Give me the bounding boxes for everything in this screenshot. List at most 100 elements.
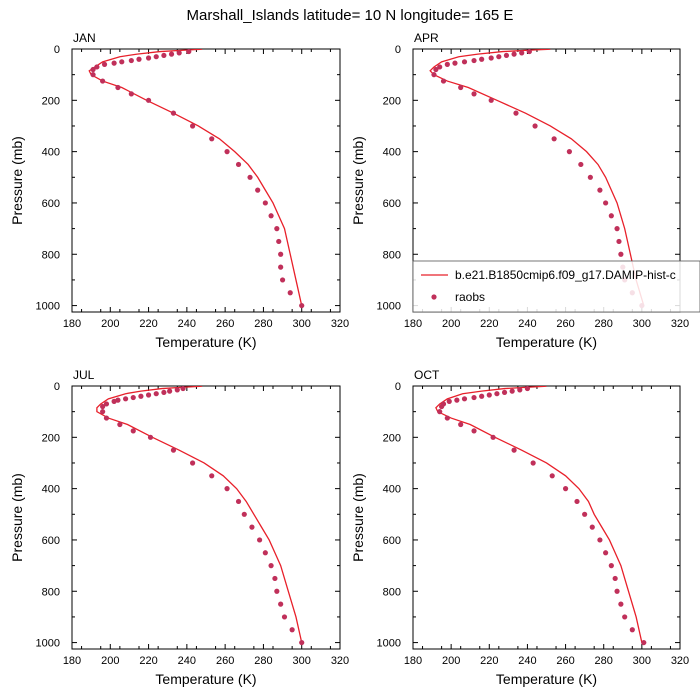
raobs-point [458,84,464,91]
raobs-point [115,84,121,91]
raobs-point [612,575,618,582]
x-tick-label: 320 [671,318,689,330]
x-tick-label: 180 [404,318,422,330]
plot-frame [71,385,341,650]
raobs-point [272,575,278,582]
model-profile-line [96,386,303,643]
y-tick-label: 0 [395,381,401,393]
panel-label: JAN [73,31,96,45]
raobs-point [170,110,177,116]
x-tick-label: 240 [178,655,196,667]
raobs-point [161,52,167,59]
raobs-point [524,386,531,392]
raobs-point [111,398,117,404]
raobs-point [509,388,515,394]
raobs-point [257,537,263,543]
legend-label: raobs [455,290,485,304]
raobs-point [278,601,284,607]
raobs-point [578,161,584,168]
raobs-point [496,54,502,60]
raobs-point [574,498,580,505]
raobs-point [111,60,117,66]
x-tick-label: 260 [216,318,234,330]
x-axis-title: Temperature (K) [496,334,597,350]
x-axis-title: Temperature (K) [496,671,597,687]
panels: 180 200 220 240 260 280 300 320 0 200 400 600 800 100… [9,31,700,687]
raobs-point [603,200,609,206]
raobs-point [274,588,280,594]
y-tick-label: 800 [383,249,401,261]
raobs-point [494,391,500,397]
raobs-point [241,511,247,517]
x-tick-label: 200 [101,655,119,667]
x-tick-label: 240 [518,318,536,330]
raobs-point [589,524,595,530]
raobs-point [235,161,242,168]
y-tick-label: 800 [42,249,60,261]
raobs-point [103,415,110,421]
legend-label: b.e21.B1850cmip6.f09_g17.DAMIP-hist-c [455,268,676,282]
y-tick-label: 200 [42,95,60,107]
y-tick-label: 200 [42,432,60,444]
raobs-point [519,50,525,56]
raobs-point [488,97,494,103]
y-tick-label: 800 [383,586,401,598]
x-tick-label: 300 [633,655,651,667]
raobs-point [532,123,538,129]
model-profile-line [435,386,643,643]
x-tick-label: 300 [293,318,311,330]
raobs-point [262,200,268,206]
raobs-point [101,61,108,67]
raobs-point [262,550,268,556]
raobs-point [431,72,437,78]
raobs-point [299,639,305,646]
raobs-point [176,50,182,56]
raobs-point [503,52,510,59]
raobs-point [224,149,230,155]
raobs-point [618,601,624,607]
panel-label: OCT [414,368,440,382]
raobs-point [608,213,614,219]
raobs-point [278,264,284,270]
raobs-point [235,498,242,505]
x-axis-title: Temperature (K) [155,671,256,687]
model-profile-line [429,49,645,306]
x-tick-label: 180 [63,318,81,330]
raobs-point [255,187,261,193]
raobs-point [153,391,159,397]
raobs-point [174,387,180,393]
raobs-point [167,388,173,394]
raobs-point [279,277,286,283]
raobs-point [287,290,293,296]
raobs-point [530,460,536,466]
legend-box [412,260,700,313]
raobs-point [247,174,253,180]
panel-jan: 180 200 220 240 260 280 300 320 0 200 400 600 800 100… [9,31,349,350]
y-tick-label: 400 [42,484,60,496]
raobs-point [128,91,134,97]
x-tick-label: 320 [671,655,689,667]
raobs-point [471,428,477,434]
x-tick-label: 220 [139,318,157,330]
plot-frame [412,385,681,650]
raobs-point [130,394,136,401]
panel-apr: 180 200 220 240 260 280 300 320 0 200 400 600 800 100… [350,31,700,350]
plot-area [429,49,645,309]
raobs-point [276,238,282,245]
raobs-point [170,447,177,453]
x-tick-label: 300 [293,655,311,667]
panel-jul: 180 200 220 240 260 280 300 320 0 200 400 600 800 100… [9,368,349,687]
raobs-point [597,537,603,543]
x-tick-label: 200 [442,655,460,667]
raobs-point [209,473,215,479]
raobs-point [103,401,110,407]
y-axis-title: Pressure (mb) [350,136,366,225]
raobs-point [224,486,230,492]
raobs-point [549,473,555,479]
y-tick-label: 400 [383,147,401,159]
plot-area [435,386,647,646]
raobs-point [186,49,192,55]
y-tick-label: 600 [42,198,60,210]
